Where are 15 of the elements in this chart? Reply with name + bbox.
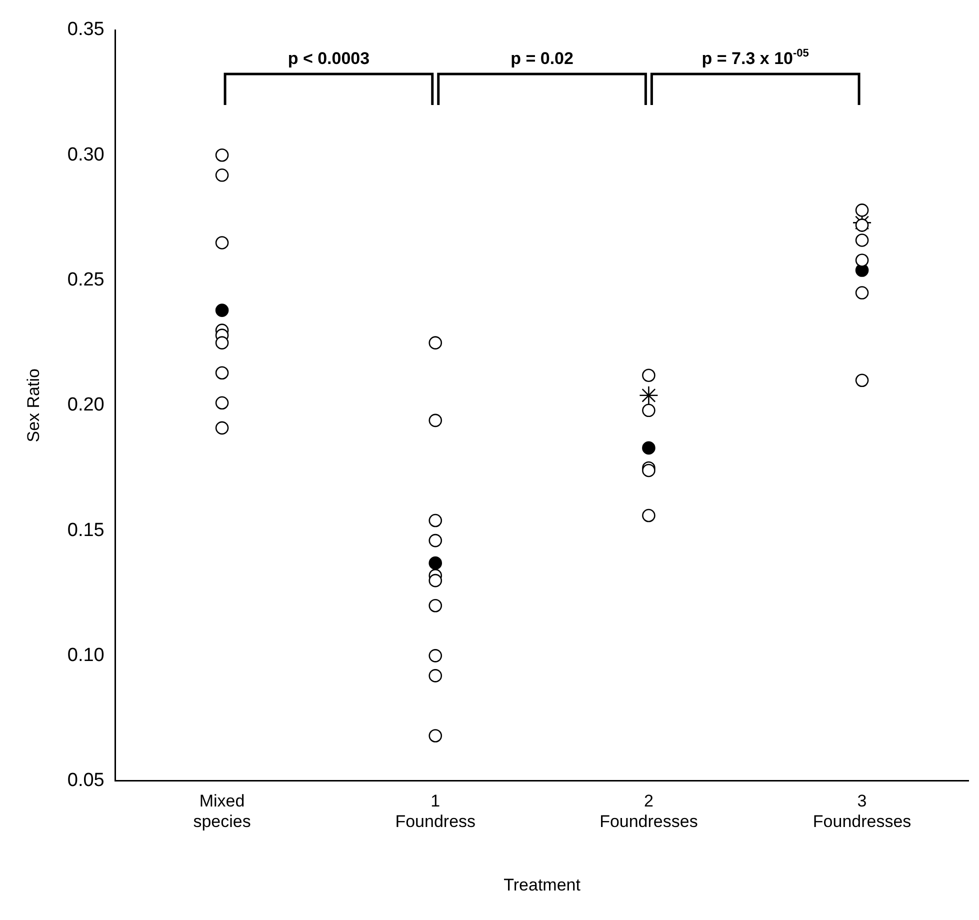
x-tick-label: 1 Foundress <box>395 792 476 832</box>
x-axis-title: Treatment <box>504 875 581 894</box>
annotation: p = 0.02 <box>510 49 574 68</box>
y-tick-label: 0.35 <box>67 19 104 40</box>
x-tick-label: Mixed species <box>193 792 251 832</box>
y-axis-title: Sex Ratio <box>24 368 43 442</box>
y-tick-label: 0.30 <box>67 144 104 166</box>
y-tick-label: 0.15 <box>67 520 104 541</box>
x-tick-label: 3 Foundresses <box>812 792 912 832</box>
y-tick-label: 0.25 <box>67 270 104 290</box>
annotation: p < 0.0003 <box>288 49 370 68</box>
x-tick-label: 2 Foundresses <box>600 792 698 832</box>
y-tick-label: 0.10 <box>67 644 104 666</box>
y-tick-label: 0.05 <box>67 770 104 792</box>
y-tick-label: 0.20 <box>67 394 104 416</box>
